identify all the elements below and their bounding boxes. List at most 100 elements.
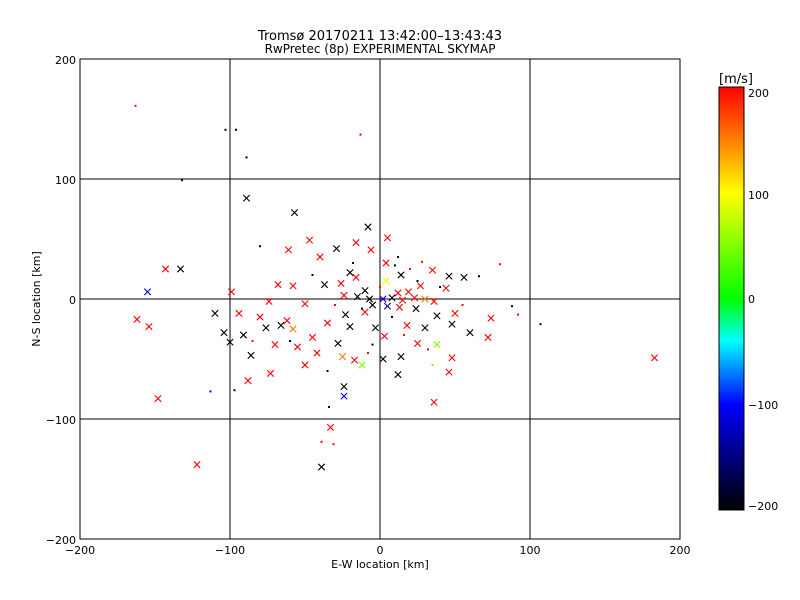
- data-point-cross: [379, 355, 387, 363]
- data-point-cross: [227, 288, 236, 296]
- data-point-cross: [293, 343, 302, 351]
- data-point-cross: [143, 288, 152, 296]
- data-point-cross: [176, 265, 185, 273]
- data-point-cross: [397, 353, 405, 361]
- y-axis-label: N-S location [km]: [30, 251, 43, 347]
- data-point-cross: [365, 295, 374, 303]
- data-point-cross: [416, 282, 425, 290]
- y-tick-labels: 200 100 0 −100 −200: [46, 54, 76, 547]
- data-point-cross: [433, 341, 441, 349]
- data-point-dot: [403, 334, 405, 336]
- chart-title: Tromsø 20170211 13:42:00–13:43:43: [257, 29, 502, 44]
- data-point-dot: [235, 128, 237, 131]
- x-tick-label: −200: [65, 544, 95, 557]
- data-point-cross: [383, 234, 392, 242]
- data-point-cross: [430, 398, 438, 406]
- x-tick-label: −100: [215, 544, 245, 557]
- data-point-cross: [346, 323, 354, 331]
- data-point-cross: [371, 324, 380, 332]
- data-point-cross: [277, 321, 285, 329]
- data-point-cross: [430, 297, 438, 305]
- data-point-dot: [461, 304, 464, 306]
- data-point-cross: [161, 265, 170, 273]
- data-point-dot: [511, 305, 513, 308]
- data-point-cross: [451, 309, 459, 317]
- data-point-dot: [427, 348, 429, 351]
- data-point-dot: [439, 286, 441, 288]
- data-point-dot: [181, 179, 183, 182]
- data-point-cross: [353, 293, 362, 301]
- x-tick-label: 200: [670, 544, 691, 557]
- data-point-cross: [323, 319, 332, 327]
- data-point-cross: [397, 271, 405, 279]
- data-point-dot: [320, 440, 323, 443]
- grid-lines: [80, 59, 680, 539]
- data-point-cross: [301, 300, 309, 308]
- data-point-cross: [283, 317, 291, 325]
- data-point-cross: [395, 303, 404, 311]
- y-tick-label: 200: [55, 54, 76, 67]
- data-point-cross: [650, 354, 659, 362]
- scatter-points: [133, 104, 659, 471]
- data-point-cross: [361, 308, 369, 316]
- data-point-cross: [289, 282, 297, 290]
- data-point-dot: [409, 268, 411, 270]
- data-point-cross: [346, 269, 354, 277]
- data-point-cross: [326, 423, 335, 431]
- data-point-cross: [242, 194, 251, 202]
- data-point-dot: [391, 316, 393, 318]
- data-point-cross: [211, 309, 219, 317]
- data-point-cross: [220, 329, 228, 337]
- data-point-dot: [259, 245, 261, 248]
- data-point-dot: [397, 256, 399, 258]
- data-point-cross: [398, 296, 407, 304]
- data-point-dot: [311, 274, 314, 276]
- colorbar-gradient: [718, 86, 745, 511]
- data-point-cross: [394, 289, 402, 297]
- data-point-dot: [289, 340, 291, 342]
- data-point-cross: [382, 277, 390, 285]
- data-point-cross: [379, 295, 387, 303]
- data-point-cross: [350, 356, 359, 364]
- y-tick-label: 0: [69, 294, 76, 307]
- data-point-cross: [445, 368, 453, 376]
- data-point-dot: [334, 304, 336, 306]
- data-point-dot: [421, 260, 423, 263]
- data-point-cross: [266, 369, 275, 377]
- data-point-cross: [332, 245, 341, 253]
- y-tick-label: −200: [46, 534, 76, 547]
- data-point-dot: [379, 286, 381, 288]
- data-point-cross: [352, 273, 360, 281]
- data-point-cross: [358, 361, 366, 369]
- data-point-cross: [445, 272, 453, 280]
- colorbar-tick-label: 100: [748, 189, 769, 202]
- data-point-cross: [341, 311, 350, 319]
- data-point-cross: [301, 361, 309, 369]
- data-point-cross: [262, 324, 270, 332]
- data-point-dot: [209, 390, 212, 393]
- data-point-cross: [226, 338, 234, 346]
- data-point-cross: [367, 246, 375, 254]
- data-point-cross: [394, 371, 402, 379]
- data-point-cross: [247, 351, 255, 359]
- data-point-cross: [340, 383, 348, 391]
- data-point-cross: [383, 302, 392, 310]
- data-point-cross: [410, 294, 419, 302]
- data-point-cross: [256, 313, 264, 321]
- data-point-cross: [235, 309, 243, 317]
- data-point-dot: [394, 264, 396, 267]
- x-tick-label: 100: [520, 544, 541, 557]
- data-point-cross: [239, 331, 248, 339]
- data-point-dot: [359, 133, 362, 136]
- data-point-dot: [245, 156, 248, 159]
- data-point-cross: [368, 301, 377, 309]
- data-point-dot: [251, 340, 254, 342]
- x-axis-label: E-W location [km]: [331, 558, 429, 571]
- plot-frame: [79, 58, 681, 540]
- data-point-cross: [316, 253, 324, 261]
- x-tick-label: 0: [377, 544, 384, 557]
- data-point-dot: [367, 352, 369, 354]
- data-point-cross: [317, 463, 326, 471]
- data-point-cross: [484, 333, 492, 341]
